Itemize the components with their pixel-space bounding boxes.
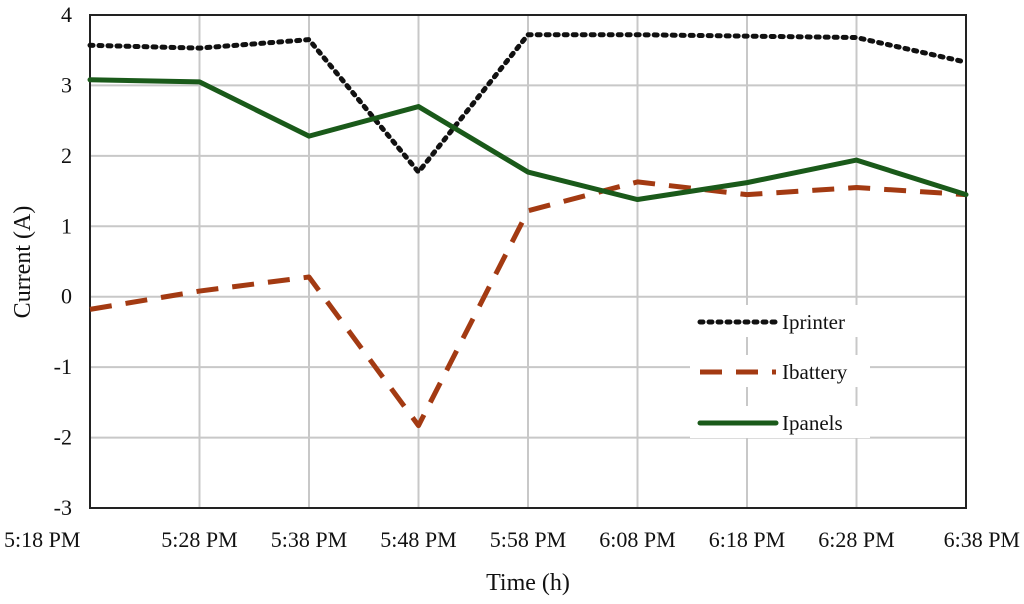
legend: Iprinter Ibattery Ipanels bbox=[690, 305, 870, 438]
y-tick-label: -1 bbox=[54, 354, 72, 379]
y-tick-label: 1 bbox=[61, 213, 72, 238]
x-tick-label: 5:28 PM bbox=[161, 527, 237, 552]
y-tick-labels: -3 -2 -1 0 1 2 3 4 bbox=[54, 2, 72, 520]
series-line-ipanels bbox=[87, 77, 969, 203]
y-tick-label: 0 bbox=[61, 284, 72, 309]
plot-frame bbox=[89, 14, 967, 509]
x-tick-label: 6:18 PM bbox=[709, 527, 785, 552]
series-line-iprinter bbox=[87, 32, 969, 175]
x-tick-label: 5:58 PM bbox=[490, 527, 566, 552]
y-axis-title: Current (A) bbox=[10, 206, 36, 319]
grid bbox=[89, 14, 967, 509]
x-tick-label: 6:38 PM bbox=[944, 527, 1020, 552]
y-tick-label: 4 bbox=[61, 2, 72, 27]
x-tick-label: 6:28 PM bbox=[818, 527, 894, 552]
x-tick-label: 5:48 PM bbox=[380, 527, 456, 552]
y-tick-label: -3 bbox=[54, 495, 72, 520]
legend-label: Iprinter bbox=[782, 310, 845, 334]
x-tick-labels: 5:18 PM 5:28 PM 5:38 PM 5:48 PM 5:58 PM 6:08 … bbox=[4, 527, 1020, 552]
series-line-ibattery bbox=[89, 179, 967, 429]
legend-label: Ipanels bbox=[782, 411, 843, 435]
x-axis-title: Time (h) bbox=[486, 570, 570, 596]
legend-label: Ibattery bbox=[782, 360, 848, 384]
y-tick-label: 3 bbox=[61, 72, 72, 97]
x-tick-label: 6:08 PM bbox=[599, 527, 675, 552]
x-tick-label: 5:38 PM bbox=[271, 527, 347, 552]
y-tick-label: -2 bbox=[54, 425, 72, 450]
x-tick-label: 5:18 PM bbox=[4, 527, 80, 552]
series-layer bbox=[87, 32, 969, 429]
y-tick-label: 2 bbox=[61, 143, 72, 168]
